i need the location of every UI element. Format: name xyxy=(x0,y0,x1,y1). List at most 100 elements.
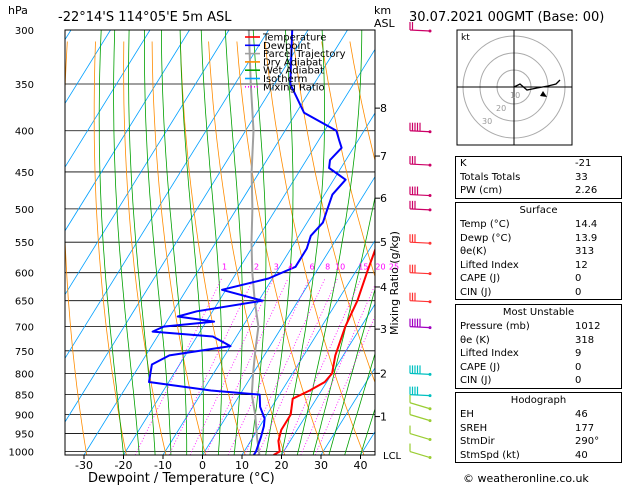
index-value: 9 xyxy=(575,348,582,359)
mixing-ratio-label: 4 xyxy=(288,263,293,272)
pressure-tick-label: 700 xyxy=(15,323,34,334)
wet-adiabat-line xyxy=(98,30,124,455)
wind-barb-staff xyxy=(409,326,431,329)
footer-credit: © weatheronline.co.uk xyxy=(463,472,589,485)
dry-adiabat-line xyxy=(151,41,206,455)
x-tick-label: 10 xyxy=(235,459,249,472)
index-row: CAPE (J) 0 xyxy=(456,361,621,375)
wet-adiabat-line xyxy=(344,352,375,455)
km-label: km xyxy=(374,4,391,17)
index-value: 0 xyxy=(575,375,582,386)
mixing-ratio-line xyxy=(134,278,222,455)
index-row: Totals Totals 33 xyxy=(456,171,621,185)
x-tick-label: -30 xyxy=(75,459,93,472)
dewpoint-line xyxy=(148,30,347,455)
index-label: CAPE (J) xyxy=(460,273,501,284)
index-row: PW (cm) 2.26 xyxy=(456,184,621,198)
x-axis-label: Dewpoint / Temperature (°C) xyxy=(88,471,275,486)
wet-adiabat-line xyxy=(296,30,363,455)
wind-barb-tip xyxy=(428,407,432,411)
wind-barb-staff xyxy=(409,208,431,211)
mixing-ratio-axis-label: Mixing Ratio (g/kg) xyxy=(388,231,401,335)
km-tick-label: 8 xyxy=(380,102,387,115)
index-label: Temp (°C) xyxy=(460,219,510,230)
mixing-ratio-label: 3 xyxy=(274,263,279,272)
mixing-ratio-label: 8 xyxy=(325,263,330,272)
wind-barbs xyxy=(409,22,432,460)
index-row: SREH 177 xyxy=(456,422,621,436)
index-row: Temp (°C) 14.4 xyxy=(456,218,621,232)
index-row: StmDir 290° xyxy=(456,435,621,449)
dry-adiabat-line xyxy=(264,41,365,455)
index-label: CAPE (J) xyxy=(460,361,501,373)
dry-adiabat-line xyxy=(208,41,286,455)
pressure-tick-label: 1000 xyxy=(9,448,34,459)
wind-barb-tip xyxy=(428,194,432,198)
legend-label: Parcel Trajectory xyxy=(263,49,346,60)
wet-adiabat-line xyxy=(360,407,375,455)
wind-barb-staff xyxy=(409,300,431,303)
index-label: CIN (J) xyxy=(460,286,492,298)
dry-adiabat-line xyxy=(65,41,88,455)
wind-barb-staff xyxy=(409,450,431,459)
index-label: θe(K) xyxy=(460,246,487,257)
index-label: SREH xyxy=(460,422,488,434)
index-row: Dewp (°C) 13.9 xyxy=(456,232,621,246)
index-label: Pressure (mb) xyxy=(460,321,530,332)
wet-adiabat-line xyxy=(143,30,172,455)
index-row: Lifted Index 9 xyxy=(456,347,621,361)
hodograph-ring-label: 20 xyxy=(496,104,506,113)
wind-barb-staff xyxy=(409,272,431,275)
wet-adiabat-line xyxy=(113,30,140,455)
surface-title: Surface xyxy=(519,205,558,216)
isotherm-line xyxy=(320,367,375,455)
wind-barb-staff xyxy=(409,372,431,375)
legend-label: Dry Adiabat xyxy=(263,57,322,68)
index-label: Totals Totals xyxy=(460,171,521,183)
hodograph-unit: kt xyxy=(461,33,470,43)
pressure-tick-label: 800 xyxy=(15,369,34,380)
pressure-tick-label: 300 xyxy=(15,26,34,37)
wind-barb-staff xyxy=(409,193,431,197)
index-value: 2.26 xyxy=(575,185,598,196)
header-date: 30.07.2021 00GMT (Base: 00) xyxy=(409,10,604,25)
index-label: Lifted Index xyxy=(460,348,519,359)
wind-barb-tip xyxy=(428,372,432,376)
storm-motion-marker xyxy=(540,91,547,97)
dry-adiabat-line xyxy=(179,41,246,455)
index-value: 318 xyxy=(575,334,595,346)
hodograph-indices-panel: Hodograph EH 46 SREH 177 StmDir 290° StmSpd… xyxy=(455,392,622,463)
isotherm-line xyxy=(65,30,72,41)
legend-label: Temperature xyxy=(262,33,326,44)
pressure-tick-label: 500 xyxy=(15,205,34,216)
wind-barb-staff xyxy=(409,241,431,244)
dry-adiabat-line xyxy=(321,41,375,278)
wind-barb-staff xyxy=(409,29,431,32)
index-label: StmDir xyxy=(460,436,495,447)
wet-adiabat-line xyxy=(328,287,375,455)
index-value: 12 xyxy=(575,259,588,271)
wind-barb-staff xyxy=(409,163,431,166)
index-value: 46 xyxy=(575,409,588,420)
wind-barb-tip xyxy=(428,300,432,304)
index-value: 40 xyxy=(575,449,588,461)
isotherm-line xyxy=(65,30,111,105)
hpa-label: hPa xyxy=(8,4,28,17)
index-row: CAPE (J) 0 xyxy=(456,272,621,286)
km-tick-label: 1 xyxy=(380,411,387,424)
x-tick-label: 0 xyxy=(199,459,206,472)
x-tick-label: 40 xyxy=(354,459,368,472)
wind-barb-tip xyxy=(428,456,432,460)
mixing-ratio-label: 1 xyxy=(222,263,227,272)
x-tick-label: 30 xyxy=(314,459,328,472)
index-value: 0 xyxy=(575,286,582,298)
dry-adiabat-line xyxy=(93,41,127,455)
hodograph-ring-label: 30 xyxy=(482,117,492,126)
wet-adiabat-line xyxy=(161,30,188,455)
wind-barb-tip xyxy=(428,163,432,167)
mixing-ratio-line xyxy=(300,284,375,455)
wind-barb-staff xyxy=(409,402,431,410)
index-value: 13.9 xyxy=(575,232,598,244)
header-location: -22°14'S 114°05'E 5m ASL xyxy=(58,10,232,25)
